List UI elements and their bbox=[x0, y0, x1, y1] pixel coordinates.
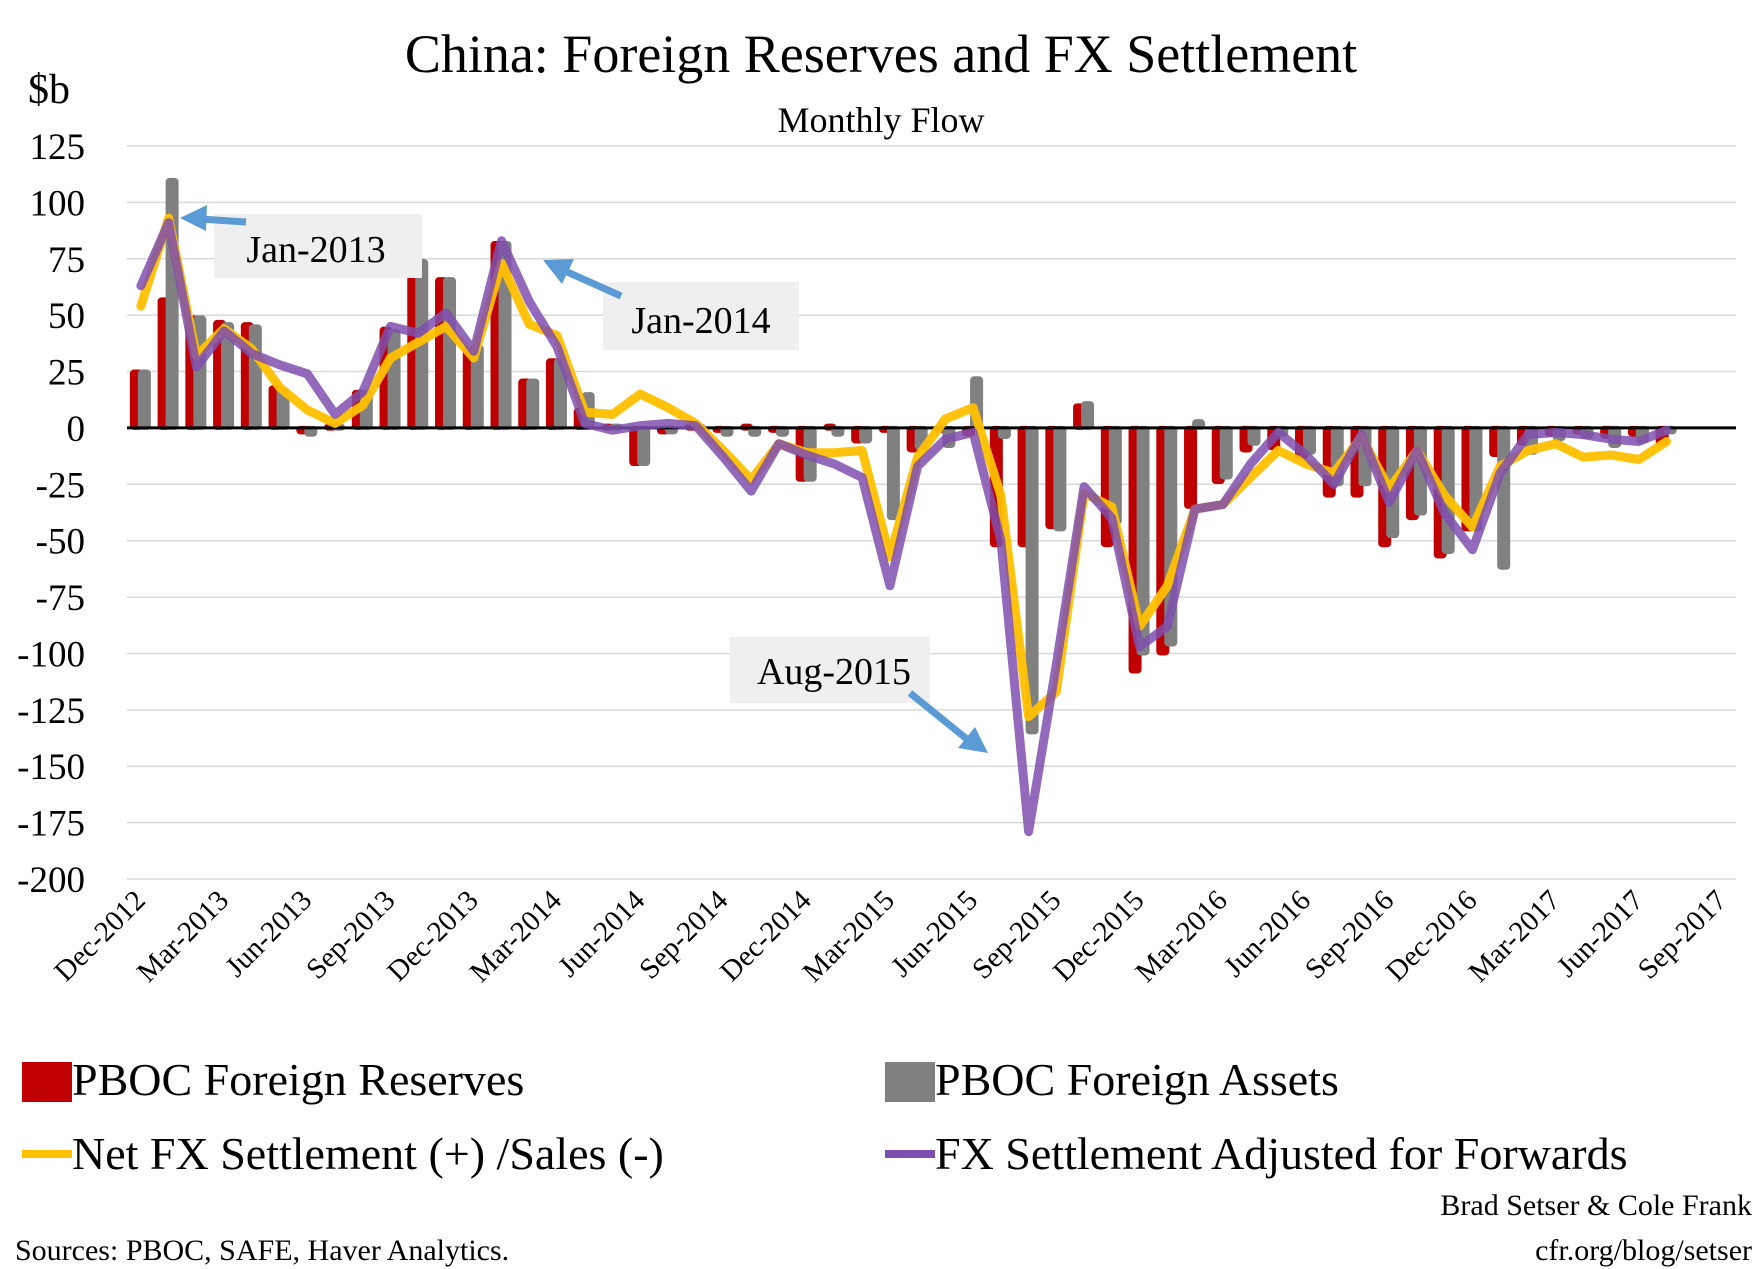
bar-assets bbox=[137, 369, 151, 430]
y-axis-ticks: 125 100 75 50 25 0 -25 -50 -75 -100 -125 -150 -175 -2… bbox=[17, 127, 85, 901]
bar-reserves bbox=[1184, 425, 1198, 509]
legend-label: Net FX Settlement (+) /Sales (-) bbox=[72, 1128, 664, 1179]
bar-assets bbox=[1219, 425, 1233, 480]
x-tick-label: Mar-2015 bbox=[797, 884, 901, 988]
legend-swatch-bar-gray bbox=[885, 1062, 935, 1102]
arrow-head-icon bbox=[180, 205, 207, 231]
legend-item-reserves: PBOC Foreign Reserves bbox=[22, 1054, 524, 1105]
bar-assets bbox=[526, 378, 540, 430]
annotation-jan-2013: Jan-2013 bbox=[180, 205, 422, 278]
arrow-head-icon bbox=[543, 259, 574, 284]
bar-assets bbox=[387, 328, 401, 430]
line-fx-adjusted-forwards bbox=[136, 218, 1672, 837]
chart-title: China: Foreign Reserves and FX Settlemen… bbox=[405, 24, 1357, 84]
bar-assets bbox=[859, 425, 873, 444]
legend-label: PBOC Foreign Reserves bbox=[72, 1054, 524, 1105]
sources-note: Sources: PBOC, SAFE, Haver Analytics. bbox=[15, 1234, 509, 1267]
annotation-text: Jan-2013 bbox=[246, 229, 385, 271]
legend-item-assets: PBOC Foreign Assets bbox=[885, 1054, 1339, 1105]
lines bbox=[136, 213, 1672, 837]
y-tick-label: 50 bbox=[48, 296, 85, 337]
y-tick-label: 75 bbox=[48, 240, 85, 281]
arrow-line bbox=[907, 690, 971, 743]
y-tick-label: -150 bbox=[17, 747, 85, 788]
x-tick-label: Jun-2015 bbox=[885, 884, 984, 983]
bar-assets bbox=[1025, 425, 1039, 735]
y-tick-label: -100 bbox=[17, 634, 85, 675]
y-tick-label: 25 bbox=[48, 353, 85, 394]
x-tick-label: Sep-2017 bbox=[1632, 884, 1733, 985]
y-tick-label: -25 bbox=[36, 465, 85, 506]
y-tick-label: -200 bbox=[17, 860, 85, 901]
y-tick-label: -75 bbox=[36, 578, 85, 619]
x-tick-label: Jun-2013 bbox=[219, 884, 318, 983]
annotation-box bbox=[603, 282, 799, 350]
credit-site: cfr.org/blog/setser bbox=[1535, 1234, 1752, 1267]
x-tick-label: Mar-2013 bbox=[131, 884, 235, 988]
y-tick-label: 0 bbox=[67, 409, 86, 450]
y-tick-label: -50 bbox=[36, 522, 85, 563]
bar-assets bbox=[1053, 425, 1067, 532]
bar-assets bbox=[1081, 401, 1095, 430]
y-axis-label: $b bbox=[28, 67, 70, 113]
bar-assets bbox=[470, 344, 484, 430]
y-tick-label: -175 bbox=[17, 804, 85, 845]
bar-assets bbox=[1497, 425, 1511, 570]
legend-label: FX Settlement Adjusted for Forwards bbox=[935, 1128, 1628, 1179]
x-tick-label: Mar-2014 bbox=[464, 884, 569, 989]
bar-assets bbox=[1247, 425, 1261, 446]
legend-swatch-bar-red bbox=[22, 1062, 72, 1102]
arrow-line bbox=[199, 215, 247, 226]
annotation-box bbox=[214, 214, 422, 278]
x-tick-label: Mar-2016 bbox=[1130, 884, 1234, 988]
legend: PBOC Foreign Reserves PBOC Foreign Asset… bbox=[22, 1054, 1628, 1179]
bar-assets bbox=[443, 277, 457, 430]
x-axis-ticks: Dec-2012Mar-2013Jun-2013Sep-2013Dec-2013… bbox=[48, 884, 1733, 989]
x-tick-label: Jun-2014 bbox=[552, 884, 651, 983]
arrow-head-icon bbox=[958, 727, 988, 753]
bar-assets bbox=[248, 324, 262, 430]
bar-assets bbox=[221, 322, 235, 430]
y-tick-label: 100 bbox=[30, 183, 86, 224]
legend-item-net-fx: Net FX Settlement (+) /Sales (-) bbox=[22, 1128, 664, 1179]
annotation-text: Jan-2014 bbox=[631, 300, 770, 342]
bar-assets bbox=[1136, 425, 1150, 656]
annotation-jan-2014: Jan-2014 bbox=[543, 259, 799, 350]
credit-authors: Brad Setser & Cole Frank bbox=[1440, 1189, 1752, 1222]
annotation-text: Aug-2015 bbox=[757, 651, 911, 693]
x-tick-label: Mar-2017 bbox=[1462, 884, 1566, 988]
arrow-line bbox=[563, 267, 623, 300]
legend-item-adjusted: FX Settlement Adjusted for Forwards bbox=[885, 1128, 1628, 1179]
y-tick-label: -125 bbox=[17, 691, 85, 732]
bar-assets bbox=[637, 425, 651, 467]
y-tick-label: 125 bbox=[30, 127, 86, 168]
annotation-box bbox=[730, 637, 930, 703]
x-tick-label: Jun-2017 bbox=[1551, 884, 1650, 983]
bar-assets bbox=[886, 425, 900, 521]
chart-subtitle: Monthly Flow bbox=[777, 100, 984, 140]
legend-label: PBOC Foreign Assets bbox=[935, 1054, 1339, 1105]
bar-assets bbox=[1108, 425, 1122, 525]
bar-assets bbox=[1303, 425, 1317, 455]
x-tick-label: Jun-2016 bbox=[1218, 884, 1317, 983]
annotation-aug-2015: Aug-2015 bbox=[730, 637, 988, 753]
